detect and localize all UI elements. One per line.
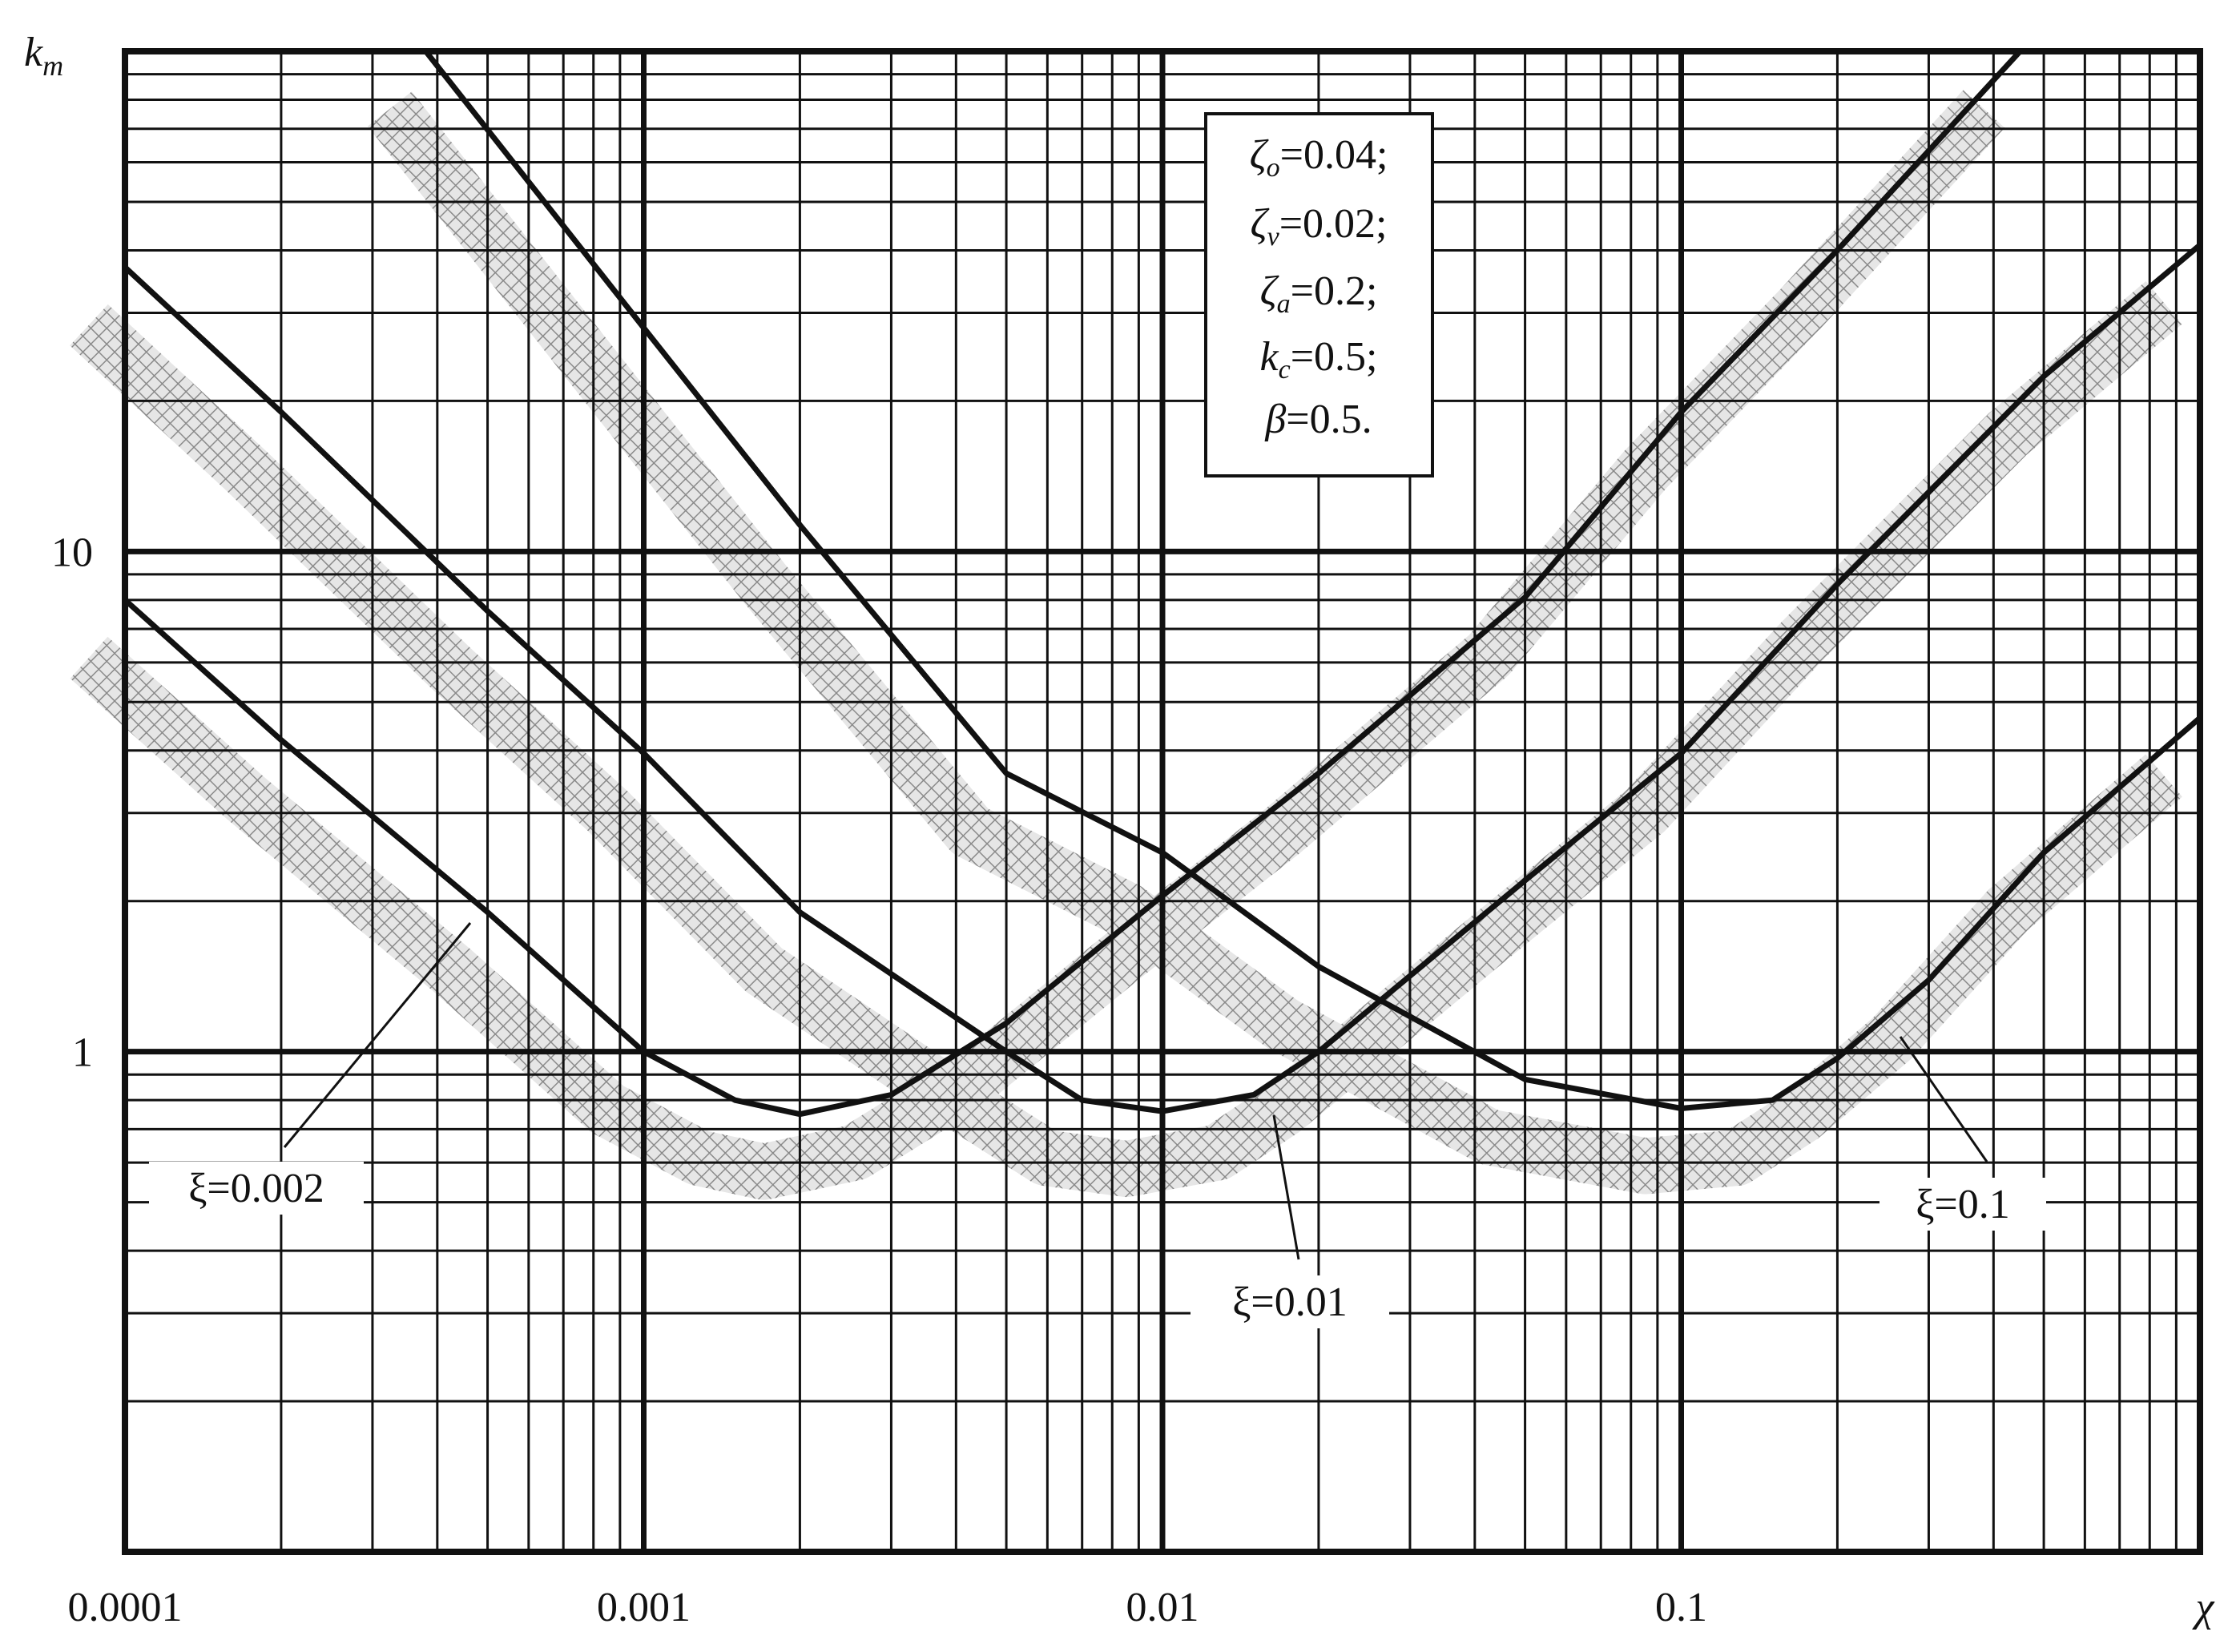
annotation-sub: a xyxy=(1277,289,1291,319)
annotation-sub: c xyxy=(1279,355,1291,385)
curves xyxy=(123,49,2202,1118)
annotation-line: ζa=0.2; xyxy=(1260,268,1378,319)
annotation-text: =0.04; xyxy=(1280,132,1388,178)
annotation-text: =0.5. xyxy=(1286,397,1372,442)
plot-frame xyxy=(122,48,2203,1555)
label-background xyxy=(1191,1275,1389,1328)
y-axis-label: km xyxy=(24,30,63,82)
annotation-line: β=0.5. xyxy=(1264,397,1372,442)
hatch-band xyxy=(367,91,2182,1195)
series-label: ξ=0.01 xyxy=(1232,1279,1348,1325)
hatch-band xyxy=(70,281,2182,1198)
series-label: ξ=0.1 xyxy=(1916,1182,2010,1227)
series-label: ξ=0.002 xyxy=(188,1166,324,1211)
leader-line xyxy=(1272,1114,1300,1260)
y-tick-label: 10 xyxy=(51,530,93,575)
annotation-text: =0.2; xyxy=(1291,268,1378,314)
annotation-symbol: ζ xyxy=(1250,132,1269,178)
x-axis-label: χ xyxy=(2192,1585,2215,1630)
annotation-symbol: ζ xyxy=(1251,201,1270,247)
series-line xyxy=(123,49,2023,1118)
annotation-symbol: ζ xyxy=(1260,268,1279,314)
leader-line xyxy=(1899,1036,1988,1162)
annotation-text: =0.5; xyxy=(1291,334,1378,380)
label-background xyxy=(1879,1178,2046,1231)
annotation-sub: o xyxy=(1267,153,1280,183)
series-line xyxy=(123,243,2202,1114)
x-tick-label: 0.0001 xyxy=(68,1585,183,1630)
label-background xyxy=(149,1162,364,1215)
annotation-symbol: k xyxy=(1260,334,1279,380)
bands xyxy=(70,90,2182,1200)
series-line xyxy=(423,49,2202,1111)
annotation-line: ζv=0.02; xyxy=(1251,201,1388,252)
x-tick-label: 0.001 xyxy=(597,1585,691,1630)
x-tick-label: 0.1 xyxy=(1655,1585,1707,1630)
labels: 0.0001 0.001 0.01 0.1110kmχξ=0.002ξ=0.01ξ=0… xyxy=(24,30,2215,1630)
annotation-line: ζo=0.04; xyxy=(1250,132,1388,183)
y-axis-label-base: k xyxy=(24,30,43,75)
leader-line xyxy=(283,922,472,1148)
annotation-line: kc=0.5; xyxy=(1260,334,1378,385)
annotation-box xyxy=(1204,112,1434,477)
y-axis-label-sub: m xyxy=(42,50,63,82)
hatch-band xyxy=(70,90,2005,1200)
annotation-sub: v xyxy=(1267,222,1280,252)
annotation-text: =0.02; xyxy=(1279,201,1388,247)
y-tick-label: 1 xyxy=(72,1030,93,1076)
annotation-symbol: β xyxy=(1264,397,1286,442)
x-tick-label: 0.01 xyxy=(1126,1585,1199,1630)
